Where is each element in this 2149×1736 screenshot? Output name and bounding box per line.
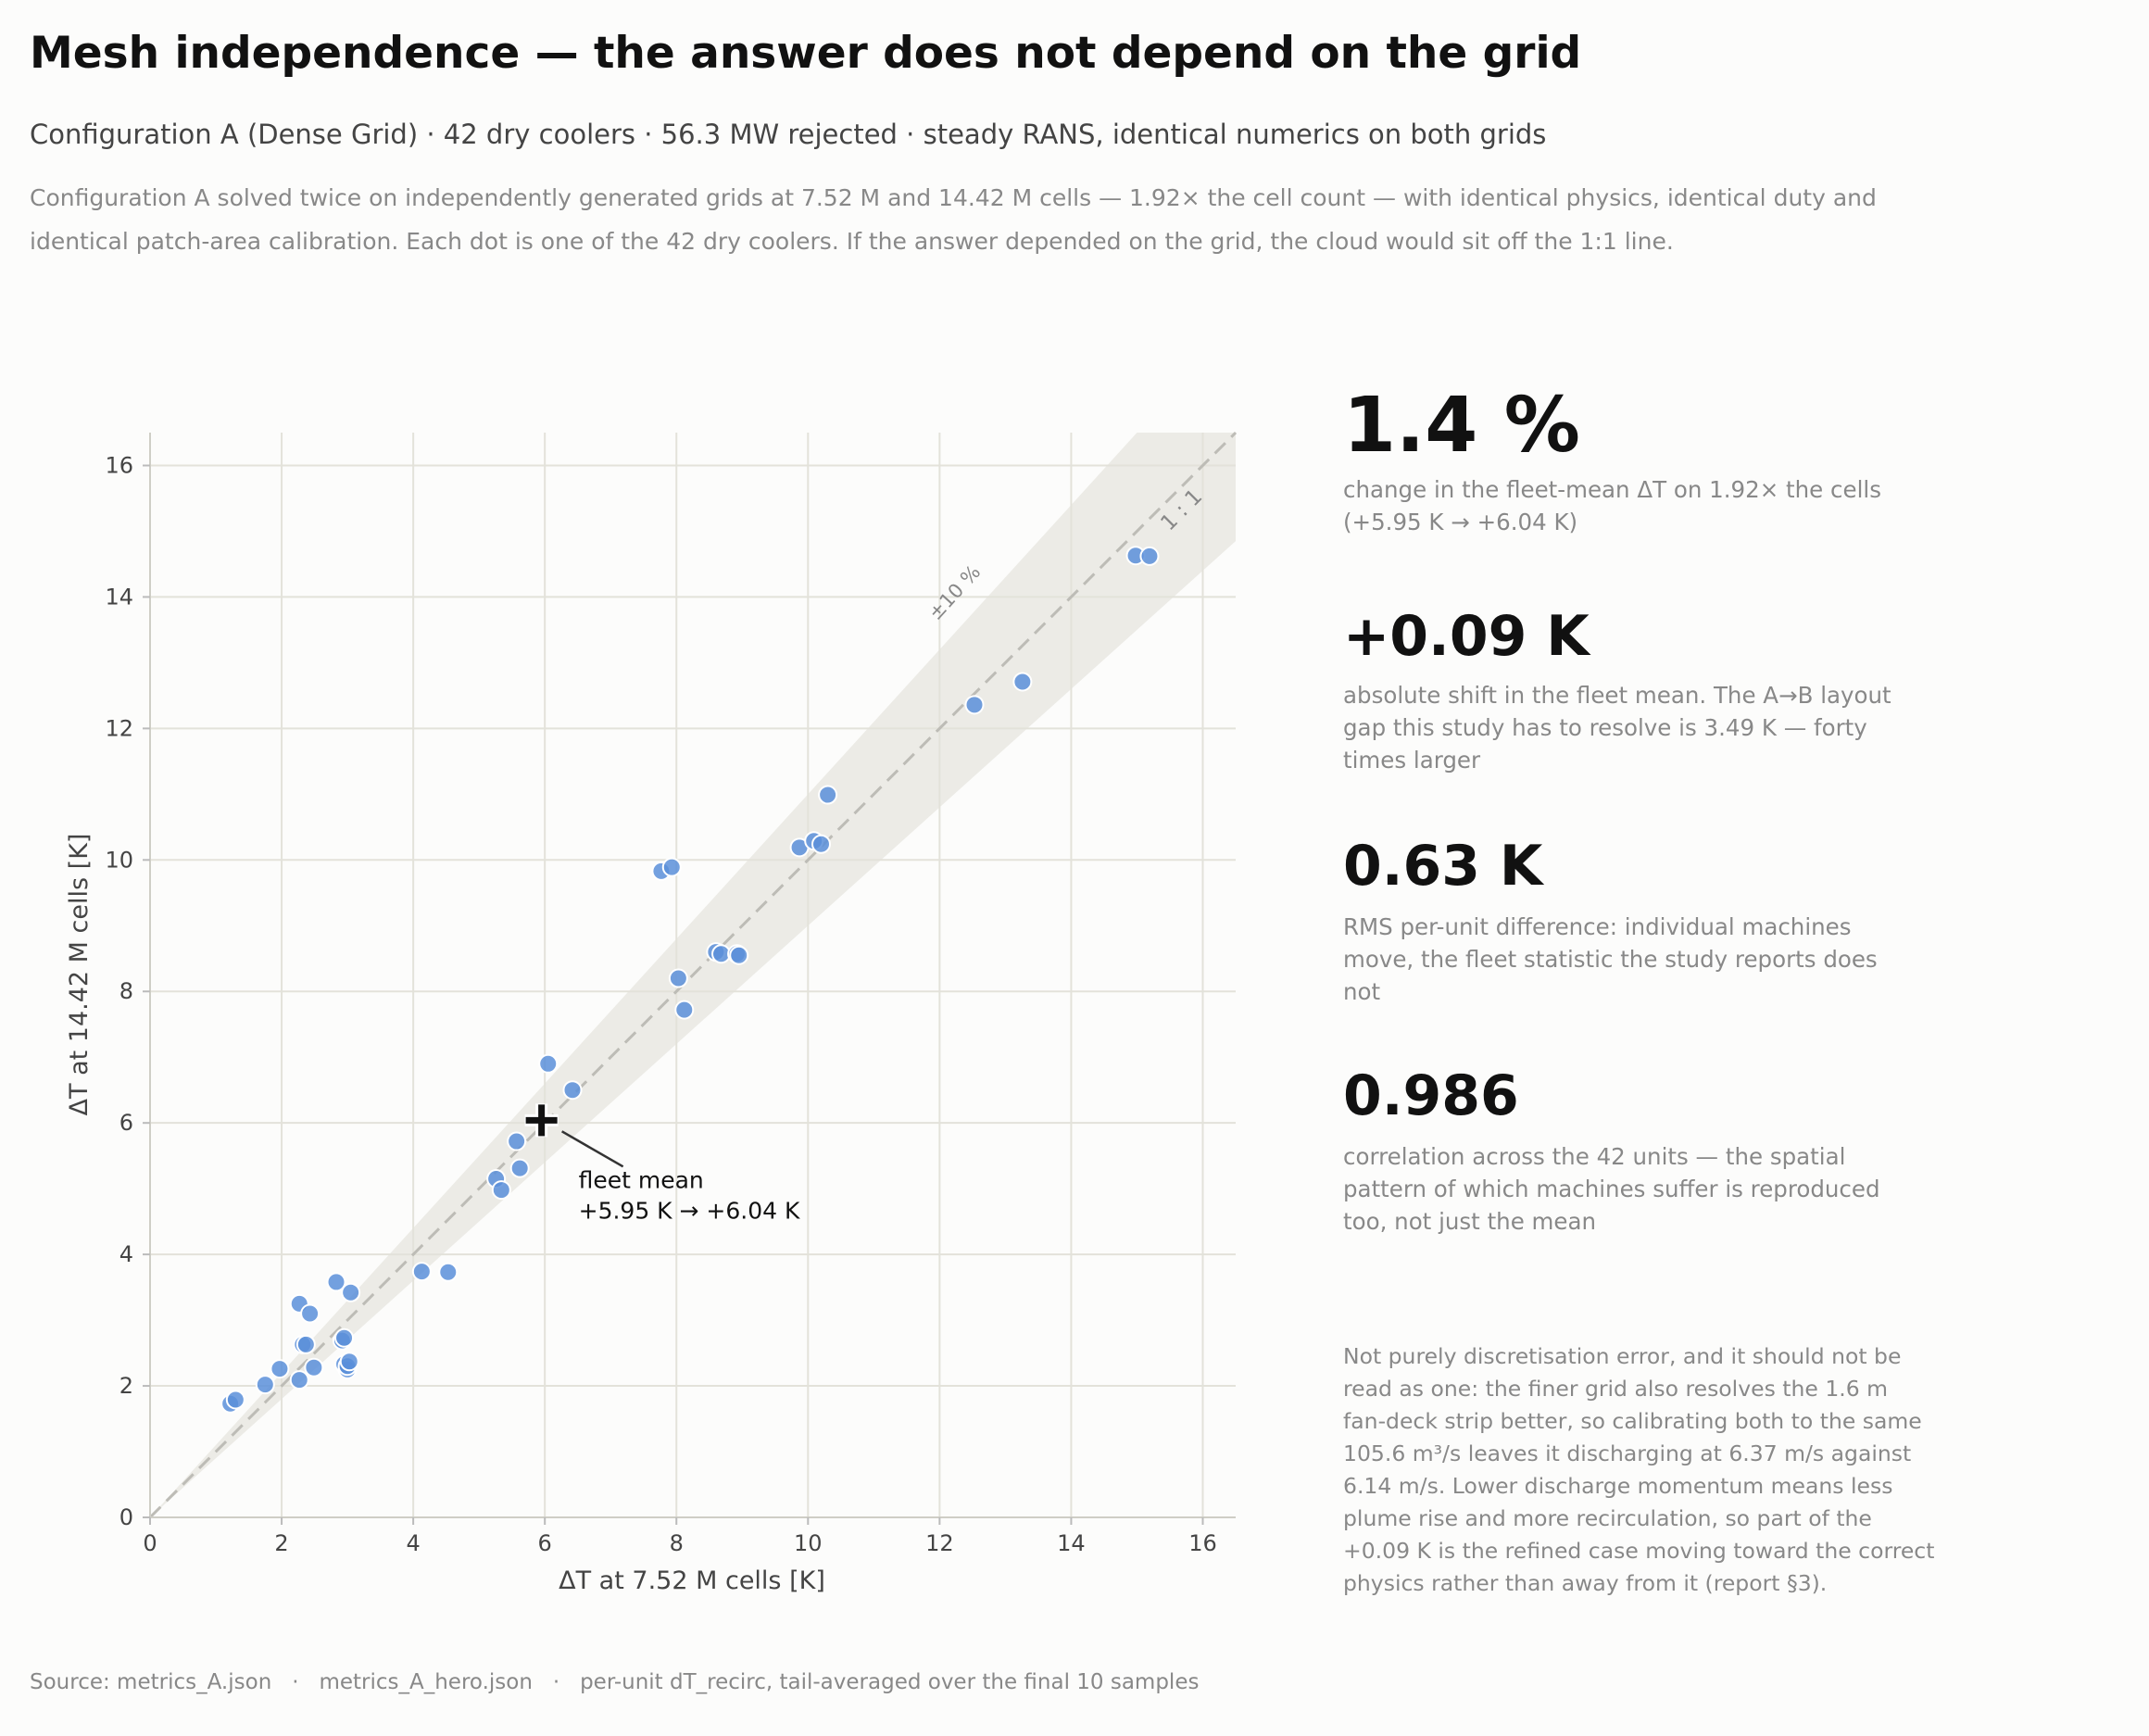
cooler-point — [295, 1334, 316, 1354]
cooler-point — [289, 1370, 309, 1390]
axes-layer: 00 2 2 4 4 6 6 8 8 10 10 12 12 14 14 16 16 — [105, 433, 1236, 1556]
y-tick-label: 12 — [105, 715, 133, 741]
cooler-point — [507, 1131, 527, 1151]
fleet-mean-marker — [525, 1104, 558, 1137]
stat-desc-mean-change: change in the fleet-mean ΔT on 1.92× the… — [1343, 476, 1881, 535]
stat-value-rms-difference: 0.63 K — [1343, 834, 1543, 899]
points-layer — [220, 546, 1160, 1414]
cooler-point — [668, 968, 688, 988]
x-tick-label: 12 — [925, 1530, 954, 1556]
x-tick-label: 2 — [274, 1530, 288, 1556]
cooler-point — [964, 695, 985, 715]
cooler-point — [729, 945, 749, 965]
y-tick-label: 4 — [119, 1241, 133, 1267]
y-axis-title: ΔT at 14.42 M cells [K] — [65, 834, 94, 1116]
y-tick-label: 16 — [105, 452, 133, 478]
stat-value-absolute-shift: +0.09 K — [1343, 604, 1590, 669]
discretisation-note: Not purely discretisation error, and it … — [1343, 1343, 1935, 1596]
cooler-point — [562, 1080, 583, 1101]
source-footer: Source: metrics_A.json · metrics_A_hero.… — [30, 1670, 1200, 1694]
cooler-point — [411, 1262, 432, 1282]
cooler-point — [538, 1053, 559, 1074]
grid-layer — [150, 433, 1236, 1517]
x-tick-label: 0 — [143, 1530, 157, 1556]
cooler-point — [438, 1262, 459, 1282]
page-subtitle: Configuration A (Dense Grid) · 42 dry co… — [30, 119, 1547, 150]
cooler-point — [334, 1327, 355, 1348]
y-tick-label: 10 — [105, 847, 133, 873]
x-tick-label: 8 — [670, 1530, 684, 1556]
cooler-point — [509, 1158, 530, 1178]
stat-desc-rms-difference: RMS per-unit difference: individual mach… — [1343, 913, 1878, 1005]
cooler-point — [304, 1357, 324, 1377]
identity-line — [148, 431, 1238, 1519]
x-axis-title: ΔT at 7.52 M cells [K] — [559, 1566, 825, 1595]
page-description: Configuration A solved twice on independ… — [30, 184, 1877, 255]
fleet-mean-callout-line — [561, 1130, 624, 1168]
stat-desc-correlation: correlation across the 42 units — the sp… — [1343, 1143, 1880, 1235]
cooler-point — [661, 857, 682, 877]
page-title: Mesh independence — the answer does not … — [30, 28, 1582, 79]
cooler-point — [225, 1390, 245, 1410]
x-tick-label: 16 — [1188, 1530, 1217, 1556]
y-tick-label: 14 — [105, 584, 133, 610]
cooler-point — [1139, 546, 1160, 566]
y-tick-label: 2 — [119, 1373, 133, 1399]
stat-desc-absolute-shift: absolute shift in the fleet mean. The A→… — [1343, 682, 1891, 774]
y-tick-label: 0 — [119, 1504, 133, 1530]
cooler-point — [818, 785, 838, 805]
cooler-point — [270, 1359, 290, 1379]
cooler-point — [255, 1375, 275, 1395]
identity-layer — [148, 431, 1238, 1519]
cooler-point — [491, 1180, 511, 1201]
cooler-point — [300, 1303, 320, 1324]
mean-layer — [524, 1103, 624, 1168]
x-tick-label: 4 — [406, 1530, 420, 1556]
cooler-point — [339, 1352, 359, 1372]
stat-value-correlation: 0.986 — [1343, 1063, 1519, 1128]
cooler-point — [674, 1000, 695, 1020]
x-tick-label: 14 — [1057, 1530, 1086, 1556]
y-tick-label: 6 — [119, 1110, 133, 1136]
x-tick-label: 10 — [794, 1530, 823, 1556]
fleet-mean-label: fleet mean — [579, 1166, 704, 1193]
cooler-point — [811, 834, 832, 854]
cooler-point — [1012, 672, 1033, 692]
x-tick-label: 6 — [538, 1530, 552, 1556]
cooler-point — [326, 1272, 346, 1292]
stat-value-mean-change: 1.4 % — [1343, 382, 1580, 470]
y-tick-label: 8 — [119, 978, 133, 1004]
fleet-mean-value-label: +5.95 K → +6.04 K — [579, 1197, 800, 1224]
cooler-point — [341, 1282, 361, 1302]
